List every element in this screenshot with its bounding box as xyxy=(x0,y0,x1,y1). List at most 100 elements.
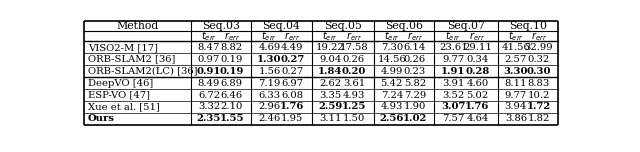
Text: 1.95: 1.95 xyxy=(281,114,303,123)
Text: 1.56: 1.56 xyxy=(259,67,280,76)
Text: Seq.06: Seq.06 xyxy=(385,21,423,31)
Text: 9.04: 9.04 xyxy=(319,55,342,64)
Text: 1.84: 1.84 xyxy=(318,67,342,76)
Text: 17.58: 17.58 xyxy=(339,43,368,52)
Text: 6.08: 6.08 xyxy=(282,91,303,100)
Text: 3.11: 3.11 xyxy=(319,114,342,123)
Text: Seq.07: Seq.07 xyxy=(447,21,485,31)
Text: VISO2-M [17]: VISO2-M [17] xyxy=(88,43,157,52)
Text: 4.69: 4.69 xyxy=(259,43,280,52)
Text: 0.27: 0.27 xyxy=(281,67,303,76)
Text: 7.30: 7.30 xyxy=(381,43,403,52)
Text: 3.35: 3.35 xyxy=(319,91,342,100)
Text: 7.19: 7.19 xyxy=(258,79,280,88)
Text: 6.46: 6.46 xyxy=(221,91,243,100)
Text: $t_{err}$: $t_{err}$ xyxy=(323,29,339,43)
Text: 2.56: 2.56 xyxy=(380,114,404,123)
Text: 3.61: 3.61 xyxy=(343,79,365,88)
Text: 5.42: 5.42 xyxy=(381,79,403,88)
Text: 23.61: 23.61 xyxy=(439,43,468,52)
Text: 8.11: 8.11 xyxy=(504,79,527,88)
Text: 4.93: 4.93 xyxy=(381,102,403,111)
Text: 0.19: 0.19 xyxy=(221,55,243,64)
Text: 3.94: 3.94 xyxy=(505,102,527,111)
Text: $r_{err}$: $r_{err}$ xyxy=(224,30,240,43)
Text: Seq.04: Seq.04 xyxy=(262,21,300,31)
Text: 4.93: 4.93 xyxy=(342,91,365,100)
Text: 3.86: 3.86 xyxy=(505,114,527,123)
Text: 6.14: 6.14 xyxy=(404,43,426,52)
Text: $t_{err}$: $t_{err}$ xyxy=(508,29,524,43)
Text: DeepVO [46]: DeepVO [46] xyxy=(88,79,153,88)
Text: 3.07: 3.07 xyxy=(441,102,465,111)
Text: 2.10: 2.10 xyxy=(221,102,243,111)
Text: 1.02: 1.02 xyxy=(403,114,427,123)
Text: ESP-VO [47]: ESP-VO [47] xyxy=(88,91,150,100)
Text: $t_{err}$: $t_{err}$ xyxy=(445,29,461,43)
Text: 2.46: 2.46 xyxy=(259,114,280,123)
Text: 5.02: 5.02 xyxy=(467,91,488,100)
Text: Seq.05: Seq.05 xyxy=(324,21,362,31)
Text: 0.34: 0.34 xyxy=(466,55,488,64)
Text: Seq.10: Seq.10 xyxy=(509,21,547,31)
Text: 0.26: 0.26 xyxy=(343,55,365,64)
Text: 8.83: 8.83 xyxy=(528,79,550,88)
Text: $r_{err}$: $r_{err}$ xyxy=(469,30,486,43)
Text: $r_{err}$: $r_{err}$ xyxy=(407,30,423,43)
Text: $r_{err}$: $r_{err}$ xyxy=(531,30,547,43)
Text: 0.20: 0.20 xyxy=(342,67,366,76)
Text: 32.99: 32.99 xyxy=(525,43,553,52)
Text: 8.47: 8.47 xyxy=(198,43,220,52)
Text: 8.49: 8.49 xyxy=(198,79,220,88)
Text: 4.99: 4.99 xyxy=(381,67,403,76)
Text: 0.26: 0.26 xyxy=(404,55,426,64)
Text: 7.24: 7.24 xyxy=(381,91,403,100)
Text: 1.82: 1.82 xyxy=(527,114,550,123)
Text: 9.77: 9.77 xyxy=(505,91,527,100)
Text: 1.30: 1.30 xyxy=(257,55,282,64)
Text: Method: Method xyxy=(116,21,159,31)
Text: 0.97: 0.97 xyxy=(198,55,220,64)
Text: 8.82: 8.82 xyxy=(221,43,243,52)
Text: $t_{err}$: $t_{err}$ xyxy=(261,29,277,43)
Text: 29.11: 29.11 xyxy=(463,43,492,52)
Text: 1.76: 1.76 xyxy=(465,102,490,111)
Text: 1.50: 1.50 xyxy=(342,114,365,123)
Text: 1.55: 1.55 xyxy=(220,114,244,123)
Text: 1.76: 1.76 xyxy=(280,102,305,111)
Text: 4.64: 4.64 xyxy=(466,114,488,123)
Text: Seq.03: Seq.03 xyxy=(202,21,240,31)
Text: 1.25: 1.25 xyxy=(342,102,366,111)
Text: 6.97: 6.97 xyxy=(282,79,303,88)
Text: 3.30: 3.30 xyxy=(504,67,528,76)
Text: 41.56: 41.56 xyxy=(502,43,530,52)
Text: 2.35: 2.35 xyxy=(196,114,221,123)
Text: 2.57: 2.57 xyxy=(505,55,527,64)
Text: 2.96: 2.96 xyxy=(259,102,280,111)
Text: 3.32: 3.32 xyxy=(198,102,220,111)
Text: Xue et al. [51]: Xue et al. [51] xyxy=(88,102,159,111)
Text: 3.91: 3.91 xyxy=(442,79,465,88)
Text: 0.91: 0.91 xyxy=(196,67,221,76)
Text: 4.49: 4.49 xyxy=(281,43,303,52)
Text: 0.28: 0.28 xyxy=(465,67,490,76)
Text: ORB-SLAM2(LC) [36]: ORB-SLAM2(LC) [36] xyxy=(88,67,197,76)
Text: 6.33: 6.33 xyxy=(259,91,280,100)
Text: 9.77: 9.77 xyxy=(442,55,465,64)
Text: 6.72: 6.72 xyxy=(198,91,220,100)
Text: 4.60: 4.60 xyxy=(467,79,488,88)
Text: $r_{err}$: $r_{err}$ xyxy=(284,30,300,43)
Text: $r_{err}$: $r_{err}$ xyxy=(346,30,362,43)
Text: Ours: Ours xyxy=(88,114,115,123)
Text: 5.82: 5.82 xyxy=(404,79,426,88)
Text: 3.52: 3.52 xyxy=(442,91,465,100)
Text: 2.59: 2.59 xyxy=(318,102,342,111)
Text: ORB-SLAM2 [36]: ORB-SLAM2 [36] xyxy=(88,55,175,64)
Text: 14.56: 14.56 xyxy=(378,55,406,64)
Text: 7.57: 7.57 xyxy=(442,114,465,123)
Text: 6.89: 6.89 xyxy=(221,79,243,88)
Text: 10.2: 10.2 xyxy=(527,91,550,100)
Text: $t_{err}$: $t_{err}$ xyxy=(384,29,400,43)
Text: 1.91: 1.91 xyxy=(441,67,465,76)
Text: 19.22: 19.22 xyxy=(316,43,345,52)
